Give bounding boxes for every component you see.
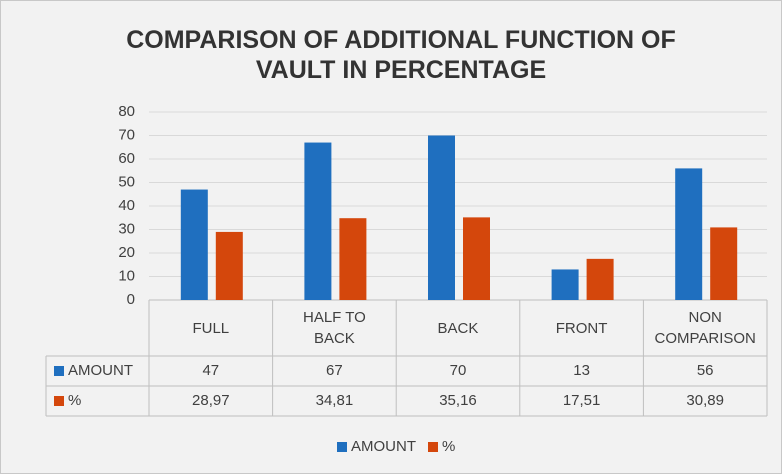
- bar: [551, 269, 579, 300]
- bar: [215, 231, 243, 300]
- y-tick-label: 40: [118, 197, 135, 214]
- bar: [463, 217, 490, 300]
- y-tick-label: 70: [118, 126, 135, 143]
- table-value: 34,81: [316, 392, 354, 409]
- table-row-label: %: [68, 392, 81, 409]
- bar: [180, 189, 208, 300]
- table-legend-key: [54, 396, 64, 406]
- bar: [304, 142, 332, 300]
- table-value: 17,51: [563, 392, 601, 409]
- legend-label: AMOUNT: [351, 438, 416, 455]
- x-tick-label: FULL: [192, 319, 230, 337]
- y-tick-label: 80: [118, 103, 135, 120]
- table-value: 67: [326, 362, 343, 379]
- table-value: 28,97: [192, 392, 230, 409]
- chart-title: COMPARISON OF ADDITIONAL FUNCTION OF VAU…: [126, 26, 676, 84]
- x-tick-label: FRONT: [555, 319, 608, 337]
- table-value: 56: [697, 362, 714, 379]
- table-value: 70: [450, 362, 467, 379]
- y-tick-label: 20: [118, 244, 135, 261]
- x-tick-label: BACK: [437, 319, 479, 337]
- bar: [586, 258, 614, 300]
- table-value: 13: [573, 362, 590, 379]
- bar: [675, 168, 703, 300]
- table-row-label: AMOUNT: [68, 362, 133, 379]
- x-tick-label: HALF TO BACK: [302, 309, 366, 347]
- legend-key: [337, 442, 347, 452]
- x-tick-label: NON COMPARISON: [654, 309, 756, 347]
- y-tick-label: 50: [118, 173, 135, 190]
- bar: [339, 218, 367, 300]
- bar: [710, 227, 738, 300]
- table-value: 47: [202, 362, 219, 379]
- y-tick-label: 60: [118, 150, 135, 167]
- table-legend-key: [54, 366, 64, 376]
- legend-key: [428, 442, 438, 452]
- y-tick-label: 0: [127, 291, 135, 308]
- y-tick-label: 10: [118, 267, 135, 284]
- table-value: 35,16: [439, 392, 477, 409]
- table-value: 30,89: [686, 392, 724, 409]
- bar: [428, 135, 455, 300]
- legend-label: %: [442, 438, 455, 455]
- y-tick-label: 30: [118, 220, 135, 237]
